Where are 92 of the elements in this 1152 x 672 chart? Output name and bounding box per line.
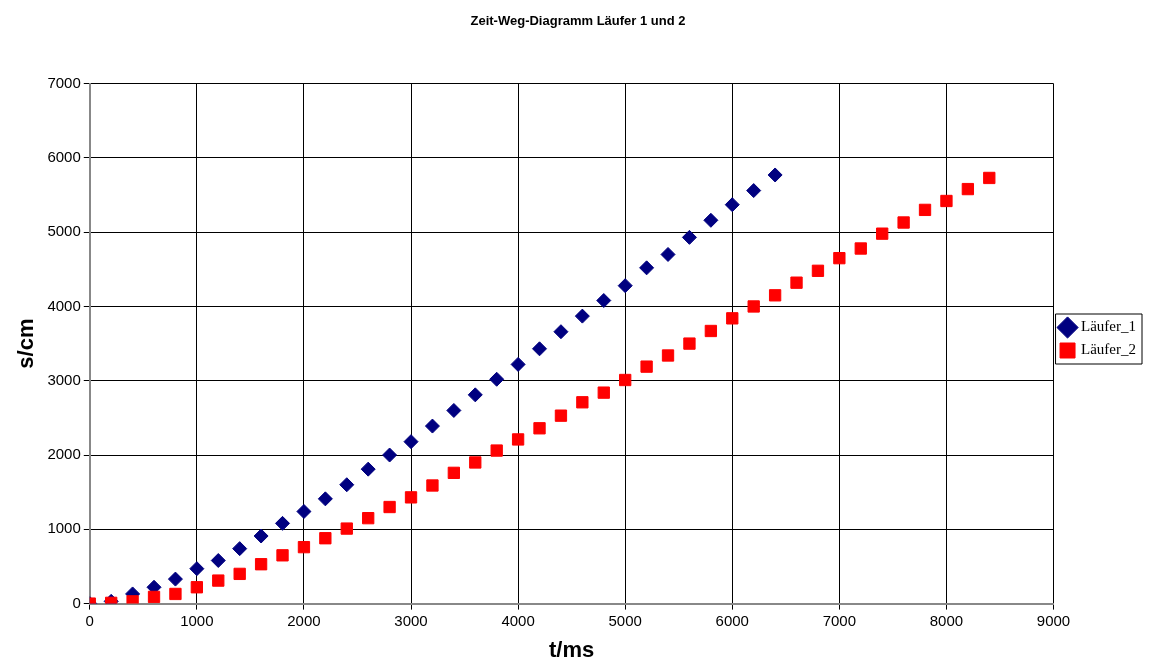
legend-label: Läufer_2 (1081, 341, 1136, 358)
point (424, 418, 440, 434)
point (553, 324, 569, 340)
y-tick-label: 3000 (47, 370, 81, 388)
y-tick-label: 7000 (47, 73, 81, 91)
point (253, 528, 269, 544)
point (596, 293, 612, 309)
point (681, 229, 697, 245)
point (876, 227, 889, 240)
point (233, 567, 246, 581)
point (747, 300, 760, 313)
point (383, 500, 396, 514)
x-tick-label: 7000 (822, 611, 857, 629)
y-tick-label: 2000 (47, 445, 81, 463)
y-tick-label: 1000 (47, 519, 81, 537)
point (897, 216, 910, 229)
x-tick-label: 2000 (287, 611, 321, 629)
point (961, 182, 975, 196)
point (768, 289, 782, 302)
point (726, 312, 739, 325)
legend-label: Läufer_1 (1081, 318, 1136, 335)
y-tick-label: 0 (72, 593, 81, 611)
point (790, 276, 803, 289)
point (619, 373, 632, 387)
point (317, 491, 333, 507)
point (661, 349, 675, 362)
x-tick-label: 9000 (1036, 611, 1071, 629)
point (426, 479, 439, 492)
y-tick-label: 5000 (47, 222, 81, 240)
x-tick-label: 5000 (608, 611, 642, 629)
point (767, 167, 783, 183)
point (169, 587, 182, 601)
x-tick-label: 0 (85, 611, 94, 629)
point (339, 477, 355, 493)
point (190, 581, 204, 594)
point (597, 386, 610, 399)
point (189, 561, 205, 577)
point (469, 456, 482, 469)
point (382, 447, 398, 463)
point (724, 197, 740, 213)
x-tick-label: 3000 (394, 611, 428, 629)
point (404, 491, 418, 504)
point (532, 341, 548, 357)
point (232, 541, 248, 557)
point (362, 512, 375, 525)
point (340, 522, 353, 535)
point (704, 324, 718, 338)
point (983, 171, 996, 185)
point (403, 434, 419, 450)
point (510, 356, 526, 372)
point (554, 409, 568, 422)
point (446, 402, 462, 418)
y-axis-title: s/cm (13, 318, 39, 369)
point (447, 466, 461, 480)
point (296, 503, 312, 519)
point (811, 264, 825, 277)
point (489, 371, 505, 387)
point (275, 515, 291, 531)
point (212, 574, 225, 587)
point (490, 444, 503, 457)
x-tick-label: 6000 (715, 611, 749, 629)
point (533, 422, 546, 435)
x-tick-label: 4000 (501, 611, 535, 629)
point (276, 549, 289, 562)
point (319, 532, 332, 545)
point (940, 194, 953, 208)
point (511, 433, 525, 446)
point (833, 252, 846, 265)
point (918, 203, 932, 217)
x-tick-label: 8000 (929, 611, 964, 629)
point (854, 242, 867, 255)
point (167, 571, 183, 587)
point (147, 590, 161, 604)
x-axis-title: t/ms (549, 636, 595, 662)
point (360, 461, 376, 477)
point (467, 387, 483, 403)
y-tick-label: 6000 (47, 148, 81, 166)
y-tick-label: 4000 (47, 296, 81, 314)
point (640, 360, 653, 373)
point (576, 396, 589, 409)
point (210, 553, 226, 569)
point (746, 183, 762, 199)
point (703, 212, 719, 228)
point (574, 308, 590, 324)
chart-title: Zeit-Weg-Diagramm Läufer 1 und 2 (470, 13, 686, 29)
point (617, 278, 633, 294)
point (639, 260, 655, 276)
point (660, 246, 676, 262)
x-tick-label: 1000 (180, 611, 214, 629)
point (297, 540, 311, 554)
point (683, 337, 696, 350)
point (254, 558, 268, 571)
